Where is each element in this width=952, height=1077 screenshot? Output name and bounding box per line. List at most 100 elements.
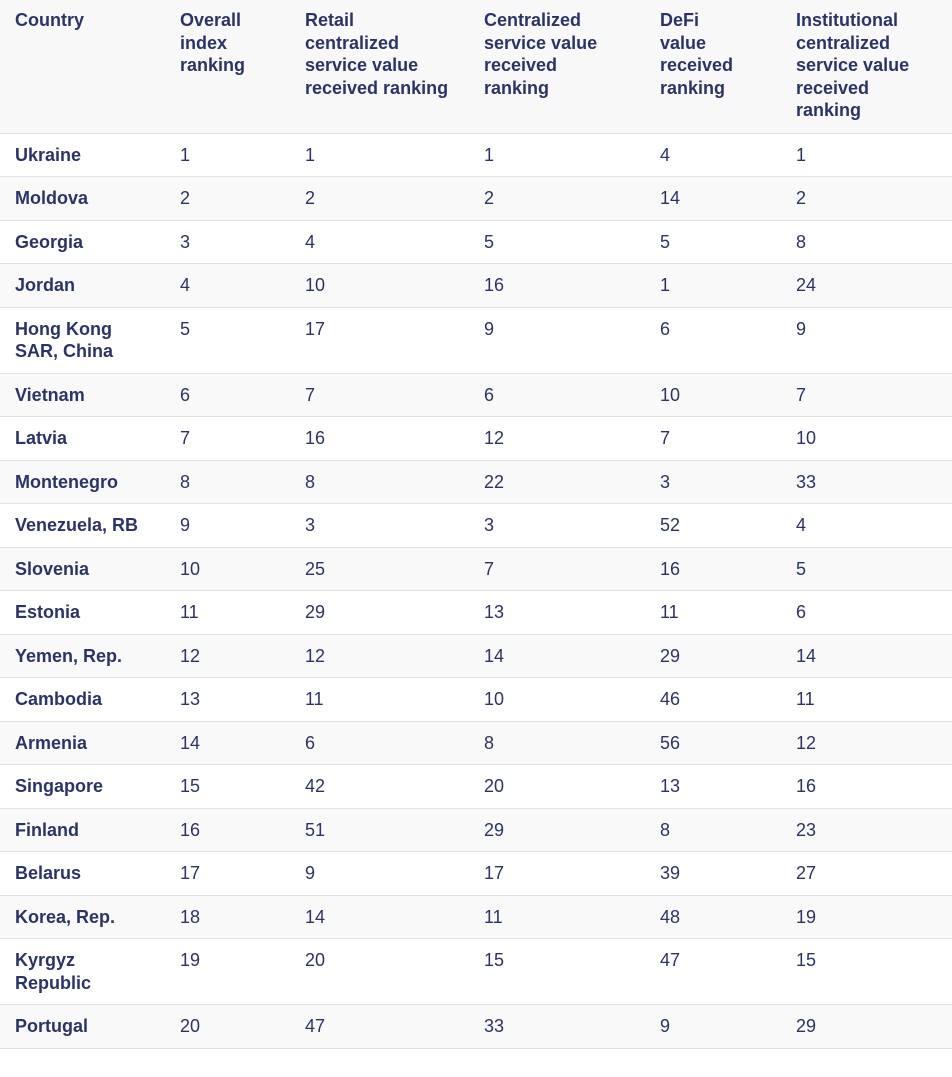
cell-defi-ranking: 1 bbox=[645, 263, 781, 307]
cell-centralized-ranking: 29 bbox=[469, 807, 645, 852]
cell-retail-centralized-ranking: 7 bbox=[290, 372, 469, 417]
cell-centralized-ranking: 12 bbox=[469, 416, 645, 460]
cell-centralized-ranking: 3 bbox=[469, 503, 645, 547]
cell-centralized-ranking: 16 bbox=[469, 263, 645, 307]
cell-defi-ranking: 3 bbox=[645, 459, 781, 504]
cell-retail-centralized-ranking: 11 bbox=[290, 677, 469, 721]
cell-overall-index-ranking: 14 bbox=[165, 720, 290, 765]
cell-retail-centralized-ranking: 42 bbox=[290, 764, 469, 808]
cell-country: Singapore bbox=[0, 764, 165, 808]
cell-defi-ranking: 56 bbox=[645, 720, 781, 765]
cell-overall-index-ranking: 15 bbox=[165, 764, 290, 808]
table-row: Montenegro 8 8 22 3 33 bbox=[0, 459, 952, 504]
cell-country: Cambodia bbox=[0, 677, 165, 721]
cell-centralized-ranking: 22 bbox=[469, 459, 645, 504]
cell-retail-centralized-ranking: 20 bbox=[290, 938, 469, 1005]
table-row: Vietnam 6 7 6 10 7 bbox=[0, 372, 952, 417]
cell-country: Finland bbox=[0, 807, 165, 852]
cell-centralized-ranking: 33 bbox=[469, 1004, 645, 1049]
cell-defi-ranking: 39 bbox=[645, 851, 781, 895]
cell-institutional-ranking: 9 bbox=[781, 306, 952, 373]
cell-retail-centralized-ranking: 47 bbox=[290, 1004, 469, 1049]
cell-institutional-ranking: 24 bbox=[781, 263, 952, 307]
cell-country: Moldova bbox=[0, 176, 165, 220]
cell-country: Jordan bbox=[0, 263, 165, 307]
cell-overall-index-ranking: 7 bbox=[165, 416, 290, 460]
cell-centralized-ranking: 1 bbox=[469, 132, 645, 177]
cell-institutional-ranking: 15 bbox=[781, 938, 952, 1005]
table-row: Jordan 4 10 16 1 24 bbox=[0, 263, 952, 307]
cell-defi-ranking: 10 bbox=[645, 372, 781, 417]
table-row: Slovenia 10 25 7 16 5 bbox=[0, 546, 952, 591]
cell-institutional-ranking: 14 bbox=[781, 633, 952, 678]
cell-country: Estonia bbox=[0, 590, 165, 634]
cell-retail-centralized-ranking: 3 bbox=[290, 503, 469, 547]
cell-country: Armenia bbox=[0, 720, 165, 765]
table-row: Moldova 2 2 2 14 2 bbox=[0, 176, 952, 220]
cell-country: Yemen, Rep. bbox=[0, 633, 165, 678]
cell-overall-index-ranking: 3 bbox=[165, 219, 290, 264]
cell-overall-index-ranking: 20 bbox=[165, 1004, 290, 1049]
cell-country: Latvia bbox=[0, 416, 165, 460]
cell-retail-centralized-ranking: 29 bbox=[290, 590, 469, 634]
cell-overall-index-ranking: 13 bbox=[165, 677, 290, 721]
table-row: Kyrgyz Republic 19 20 15 47 15 bbox=[0, 938, 952, 1005]
cell-centralized-ranking: 10 bbox=[469, 677, 645, 721]
cell-defi-ranking: 5 bbox=[645, 219, 781, 264]
cell-institutional-ranking: 1 bbox=[781, 132, 952, 177]
cell-defi-ranking: 48 bbox=[645, 894, 781, 939]
cell-institutional-ranking: 33 bbox=[781, 459, 952, 504]
cell-overall-index-ranking: 12 bbox=[165, 633, 290, 678]
table-row: Finland 16 51 29 8 23 bbox=[0, 807, 952, 852]
cell-institutional-ranking: 7 bbox=[781, 372, 952, 417]
cell-overall-index-ranking: 8 bbox=[165, 459, 290, 504]
cell-defi-ranking: 4 bbox=[645, 132, 781, 177]
cell-country: Portugal bbox=[0, 1004, 165, 1049]
cell-defi-ranking: 16 bbox=[645, 546, 781, 591]
cell-centralized-ranking: 6 bbox=[469, 372, 645, 417]
cell-defi-ranking: 8 bbox=[645, 807, 781, 852]
cell-country: Belarus bbox=[0, 851, 165, 895]
cell-centralized-ranking: 7 bbox=[469, 546, 645, 591]
cell-institutional-ranking: 29 bbox=[781, 1004, 952, 1049]
header-defi-ranking: DeFi value received ranking bbox=[645, 0, 781, 133]
cell-centralized-ranking: 20 bbox=[469, 764, 645, 808]
cell-overall-index-ranking: 9 bbox=[165, 503, 290, 547]
table-row: Singapore 15 42 20 13 16 bbox=[0, 764, 952, 808]
table-row: Cambodia 13 11 10 46 11 bbox=[0, 677, 952, 721]
cell-institutional-ranking: 16 bbox=[781, 764, 952, 808]
cell-overall-index-ranking: 1 bbox=[165, 132, 290, 177]
cell-country: Ukraine bbox=[0, 132, 165, 177]
table-row: Portugal 20 47 33 9 29 bbox=[0, 1004, 952, 1049]
cell-retail-centralized-ranking: 4 bbox=[290, 219, 469, 264]
cell-overall-index-ranking: 19 bbox=[165, 938, 290, 1005]
cell-institutional-ranking: 11 bbox=[781, 677, 952, 721]
cell-defi-ranking: 29 bbox=[645, 633, 781, 678]
table-row: Venezuela, RB 9 3 3 52 4 bbox=[0, 503, 952, 547]
cell-institutional-ranking: 4 bbox=[781, 503, 952, 547]
table-row: Armenia 14 6 8 56 12 bbox=[0, 720, 952, 765]
table-row: Latvia 7 16 12 7 10 bbox=[0, 416, 952, 460]
cell-overall-index-ranking: 11 bbox=[165, 590, 290, 634]
cell-overall-index-ranking: 5 bbox=[165, 306, 290, 373]
table-row: Ukraine 1 1 1 4 1 bbox=[0, 132, 952, 177]
cell-overall-index-ranking: 6 bbox=[165, 372, 290, 417]
cell-centralized-ranking: 17 bbox=[469, 851, 645, 895]
cell-institutional-ranking: 27 bbox=[781, 851, 952, 895]
cell-centralized-ranking: 5 bbox=[469, 219, 645, 264]
cell-centralized-ranking: 15 bbox=[469, 938, 645, 1005]
cell-country: Korea, Rep. bbox=[0, 894, 165, 939]
cell-country: Hong Kong SAR, China bbox=[0, 306, 165, 373]
cell-centralized-ranking: 9 bbox=[469, 306, 645, 373]
table-row: Korea, Rep. 18 14 11 48 19 bbox=[0, 894, 952, 939]
cell-retail-centralized-ranking: 16 bbox=[290, 416, 469, 460]
cell-retail-centralized-ranking: 14 bbox=[290, 894, 469, 939]
cell-country: Venezuela, RB bbox=[0, 503, 165, 547]
cell-retail-centralized-ranking: 2 bbox=[290, 176, 469, 220]
table-row: Estonia 11 29 13 11 6 bbox=[0, 590, 952, 634]
cell-retail-centralized-ranking: 10 bbox=[290, 263, 469, 307]
cell-defi-ranking: 7 bbox=[645, 416, 781, 460]
cell-defi-ranking: 52 bbox=[645, 503, 781, 547]
table-row: Hong Kong SAR, China 5 17 9 6 9 bbox=[0, 306, 952, 373]
table-row: Georgia 3 4 5 5 8 bbox=[0, 219, 952, 264]
